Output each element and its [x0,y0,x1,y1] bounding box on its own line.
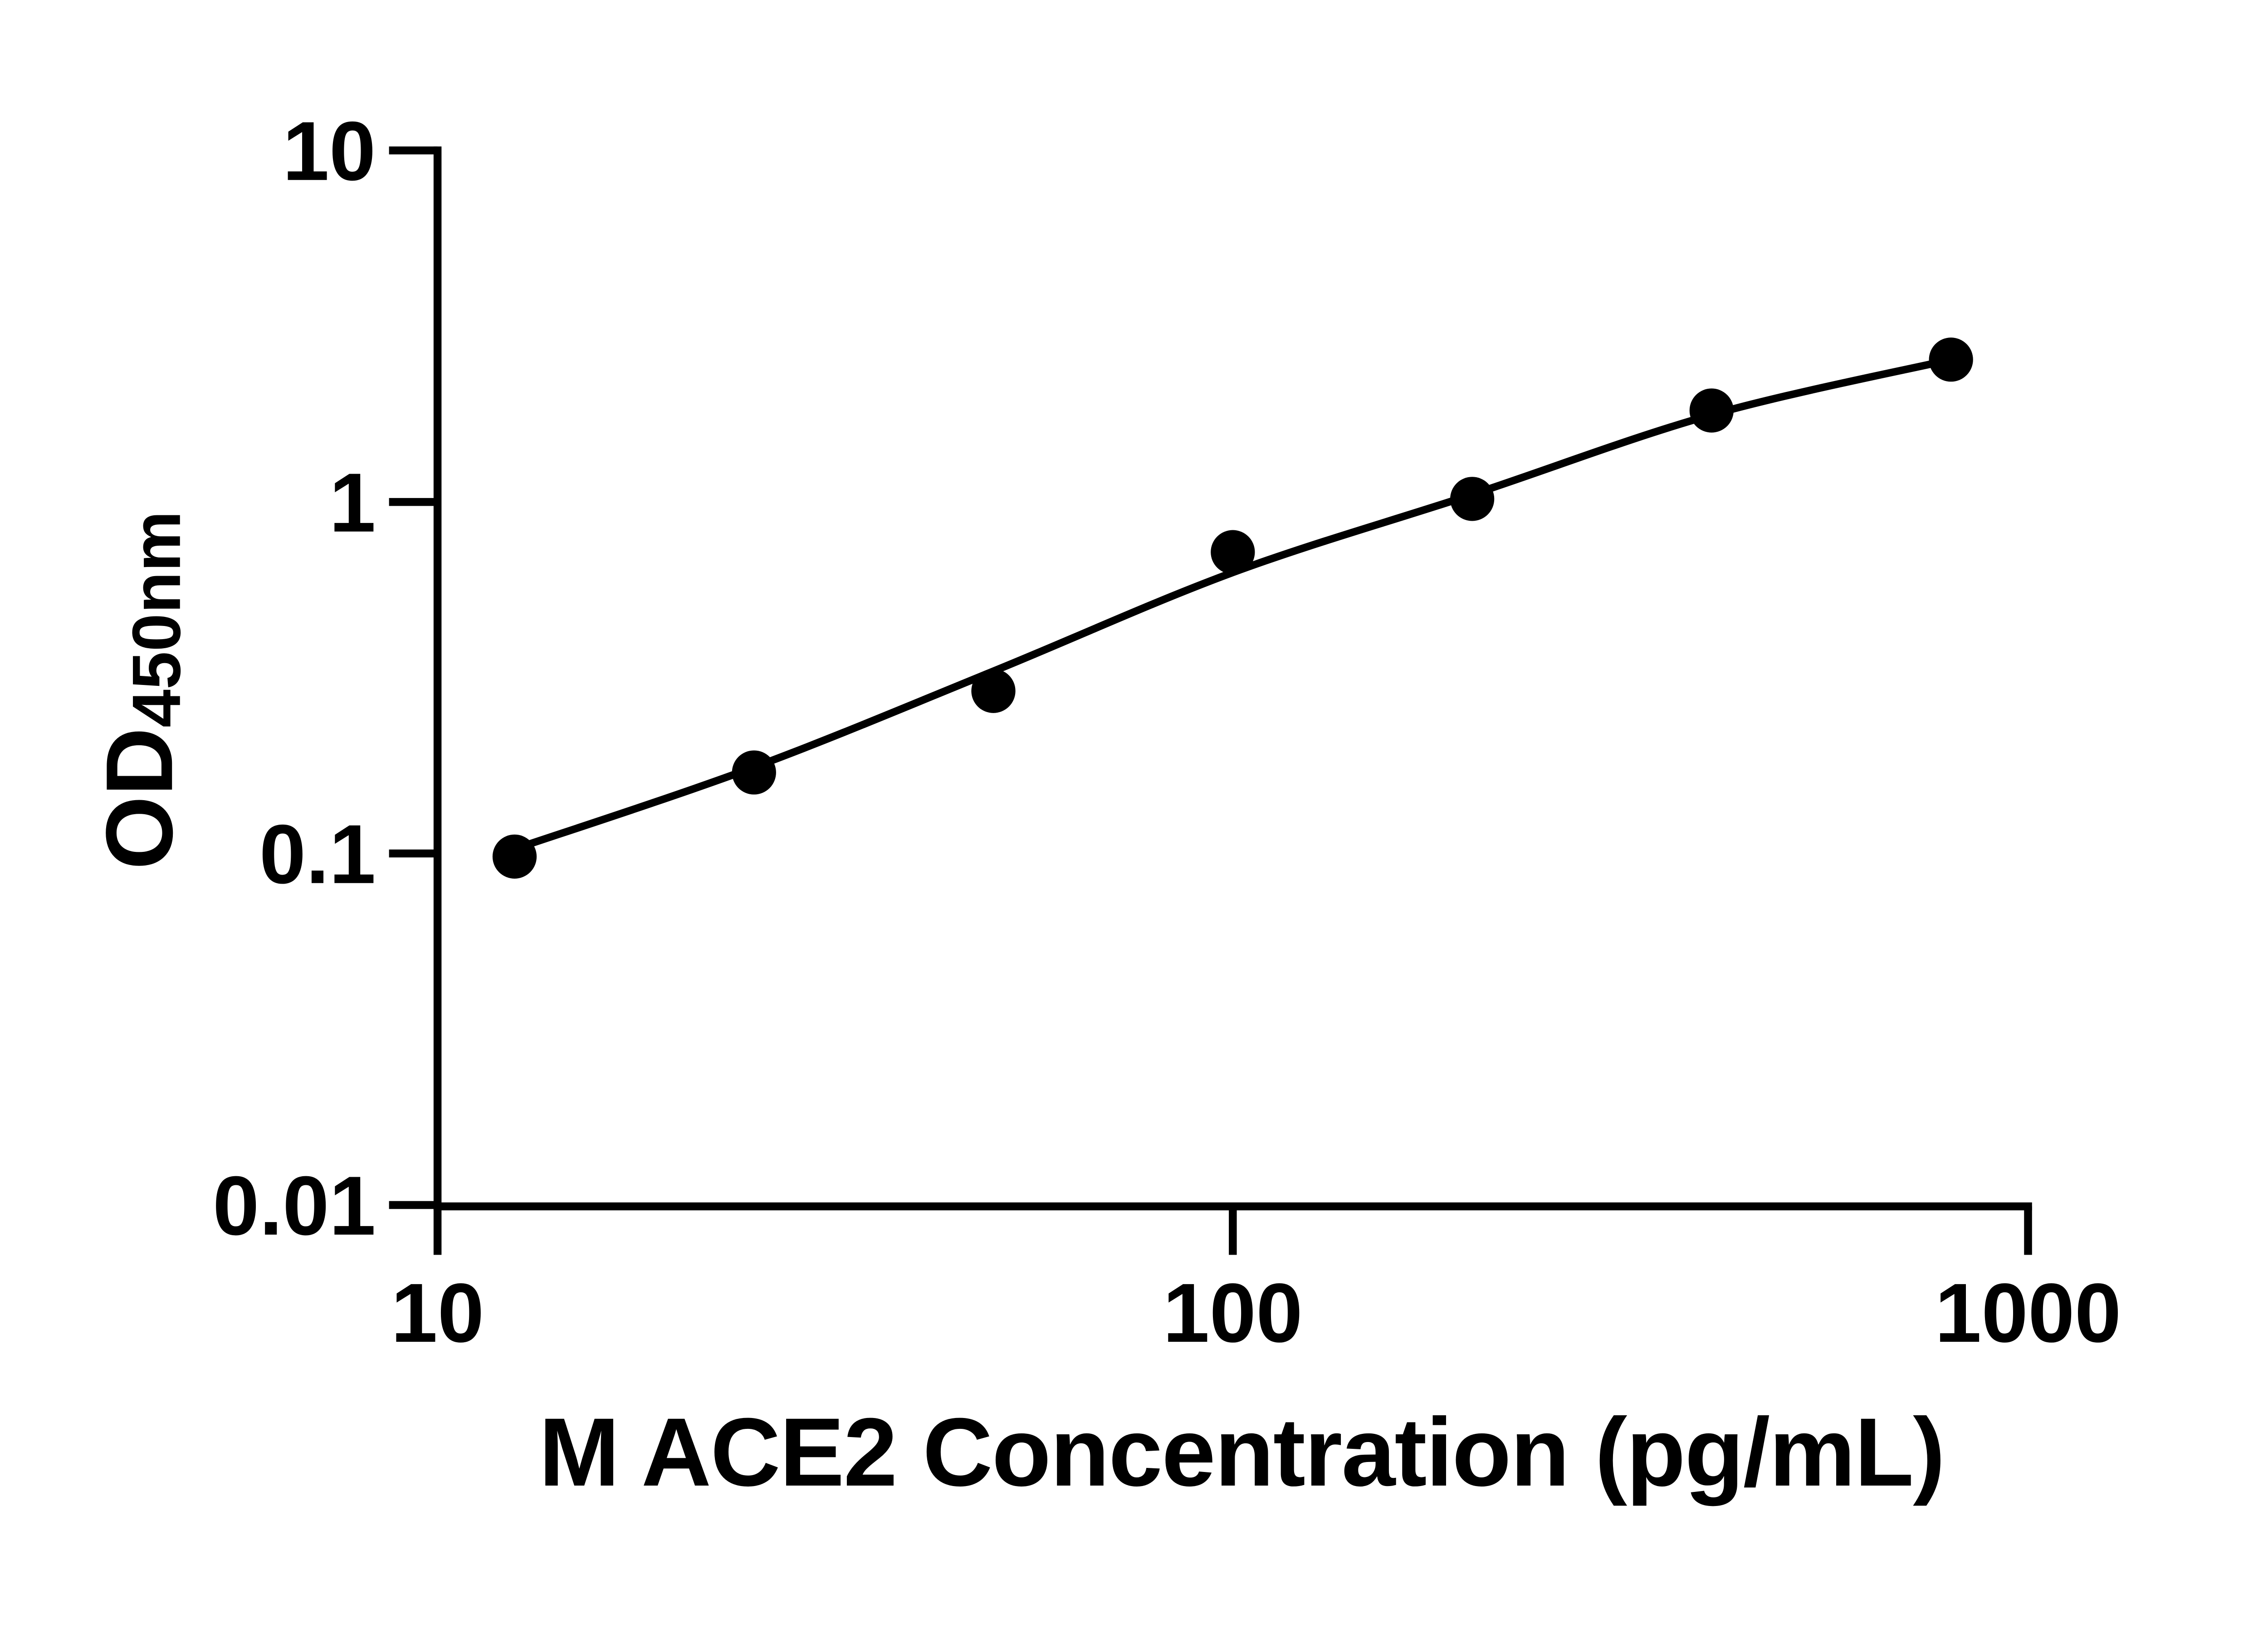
y-tick-label: 0.01 [213,1159,376,1253]
data-points [492,337,1973,879]
y-tick-label: 0.1 [259,808,376,901]
data-point [1211,530,1255,574]
x-tick-label: 10 [391,1266,484,1360]
x-tick-label: 100 [1163,1266,1303,1360]
y-tick-label: 1 [329,456,376,550]
data-point [1929,337,1973,382]
x-axis-title: M ACE2 Concentration (pg/mL) [539,1398,1945,1506]
data-point [971,669,1016,713]
y-axis-title-main: OD [87,728,192,870]
y-axis-title: OD450nm [87,511,195,870]
data-point [1689,388,1734,433]
axes [389,146,2032,1255]
data-point [492,834,537,879]
data-point [1450,477,1495,521]
x-tick-label: 1000 [1935,1266,2121,1360]
fit-curve [513,356,1952,853]
y-tick-label: 10 [283,105,376,198]
elisa-standard-curve-figure: 10 1 0.1 0.01 10 100 1000 M ACE2 Concentration… [87,104,2121,1506]
data-point [732,750,776,795]
y-axis-title-sub: 450nm [118,511,195,728]
fit-curve-path [513,356,1952,853]
